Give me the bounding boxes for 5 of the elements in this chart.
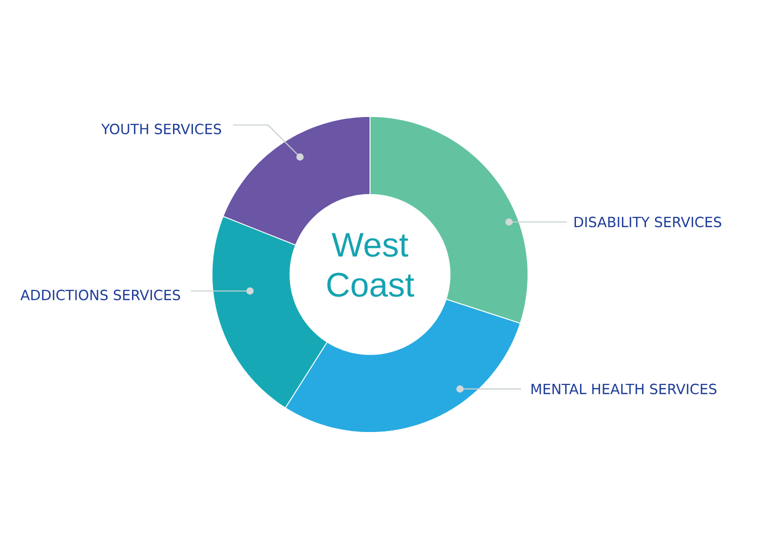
slice-label: ADDICTIONS SERVICES: [20, 290, 180, 300]
slice-label: MENTAL HEALTH SERVICES: [532, 384, 716, 394]
text: West Coast: [327, 233, 414, 297]
slice-label: YOUTH SERVICES: [101, 124, 222, 134]
slice-label: DISABILITY SERVICES: [574, 216, 722, 228]
